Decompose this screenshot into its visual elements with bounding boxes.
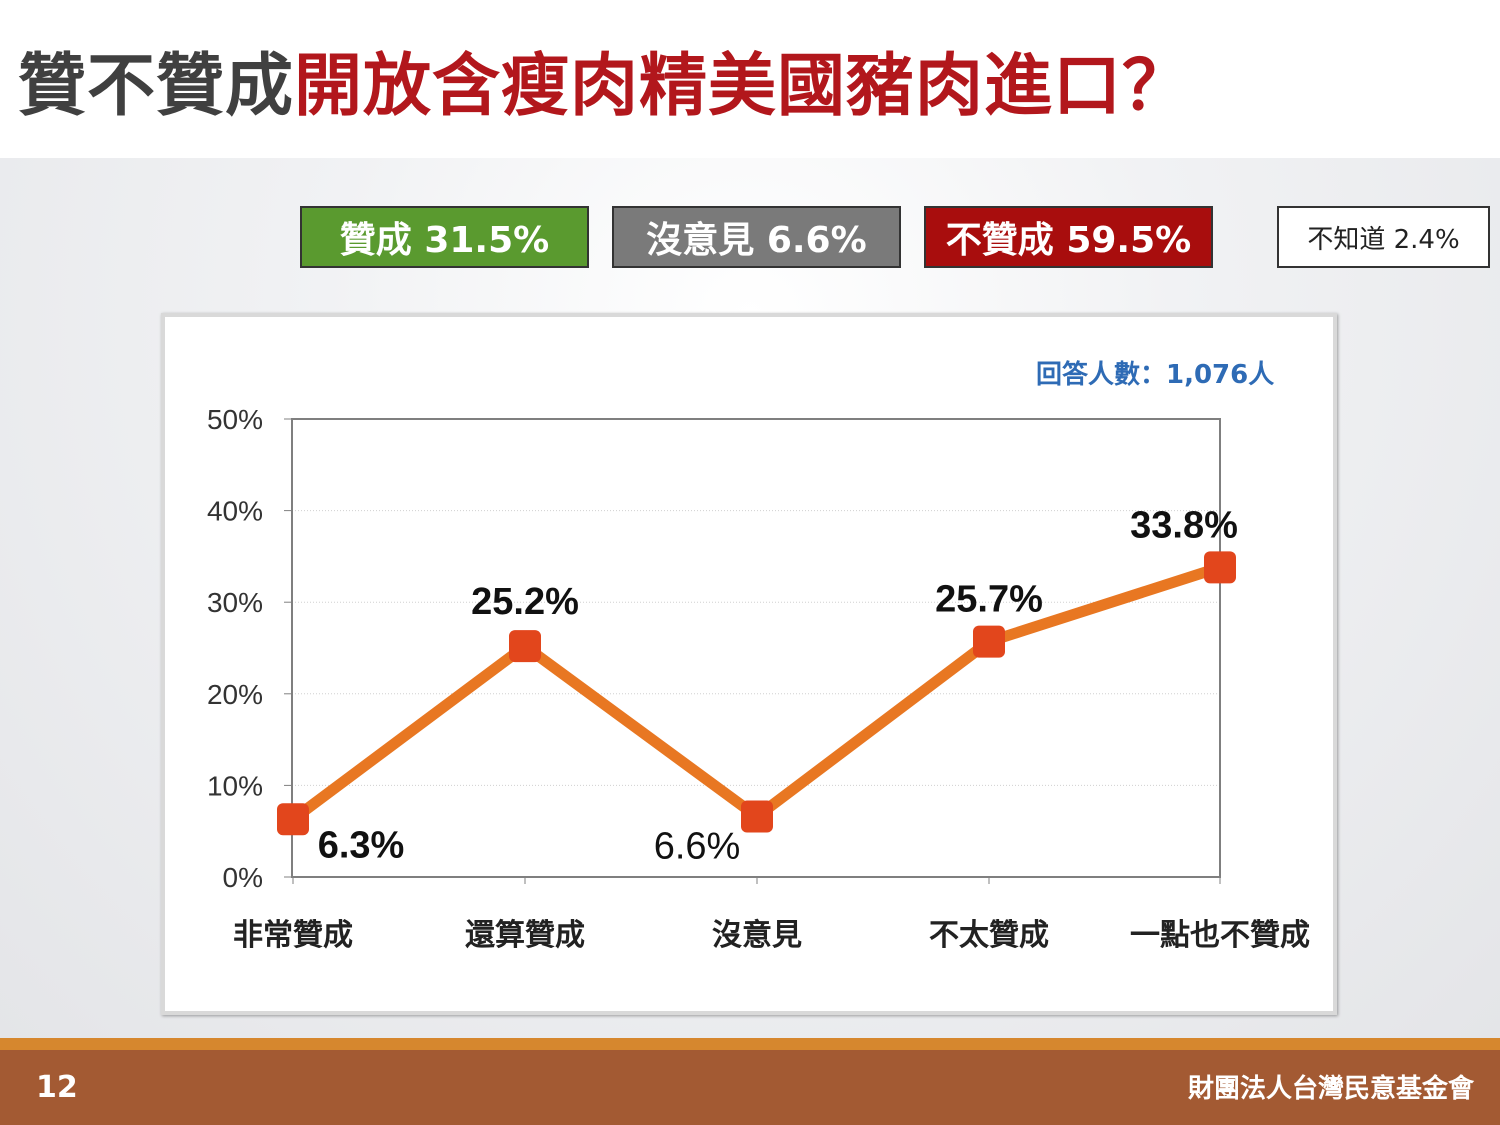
data-point-marker (741, 800, 773, 833)
title-part-question: 贊不贊成 (18, 47, 295, 126)
title-bar: 贊不贊成開放含瘦肉精美國豬肉進口？ (0, 0, 1500, 158)
y-tick-label: 20% (207, 679, 263, 710)
data-point-marker (509, 630, 541, 663)
x-category-label: 還算贊成 (465, 918, 585, 953)
x-category-label: 非常贊成 (233, 918, 353, 953)
summary-neutral-badge: 沒意見 6.6% (612, 206, 901, 268)
y-tick-label: 30% (207, 587, 263, 618)
organization-name: 財團法人台灣民意基金會 (1187, 1074, 1474, 1104)
summary-disagree-badge: 不贊成 59.5% (924, 206, 1213, 268)
data-point-marker (277, 803, 309, 836)
y-tick-label: 0% (223, 862, 263, 893)
y-tick-label: 40% (207, 496, 263, 527)
plot-area-border (291, 418, 1221, 878)
title-part-topic: 開放含瘦肉精美國豬肉進口？ (294, 47, 1192, 126)
respondent-count: 回答人數：1,076人 (1036, 360, 1275, 390)
y-tick-label: 10% (207, 770, 263, 801)
y-tick-label: 50% (207, 404, 263, 435)
data-label: 25.2% (471, 581, 579, 623)
data-point-marker (1204, 551, 1236, 584)
page-number: 12 (36, 1070, 78, 1105)
data-label: 6.6% (654, 826, 741, 868)
series-line (289, 562, 1222, 824)
data-label: 6.3% (318, 824, 405, 866)
x-category-label: 一點也不贊成 (1130, 918, 1310, 953)
footer-bar (0, 1050, 1500, 1125)
summary-unknown-badge: 不知道 2.4% (1277, 206, 1490, 268)
x-category-label: 不太贊成 (929, 918, 1049, 953)
data-label: 25.7% (935, 579, 1043, 621)
data-label: 33.8% (1130, 504, 1238, 546)
footer-stripe (0, 1038, 1500, 1050)
summary-agree-badge: 贊成 31.5% (300, 206, 589, 268)
x-category-label: 沒意見 (712, 918, 802, 953)
page-title: 贊不贊成開放含瘦肉精美國豬肉進口？ (18, 30, 1191, 129)
chart-frame (161, 313, 1337, 1015)
data-point-marker (973, 625, 1005, 658)
